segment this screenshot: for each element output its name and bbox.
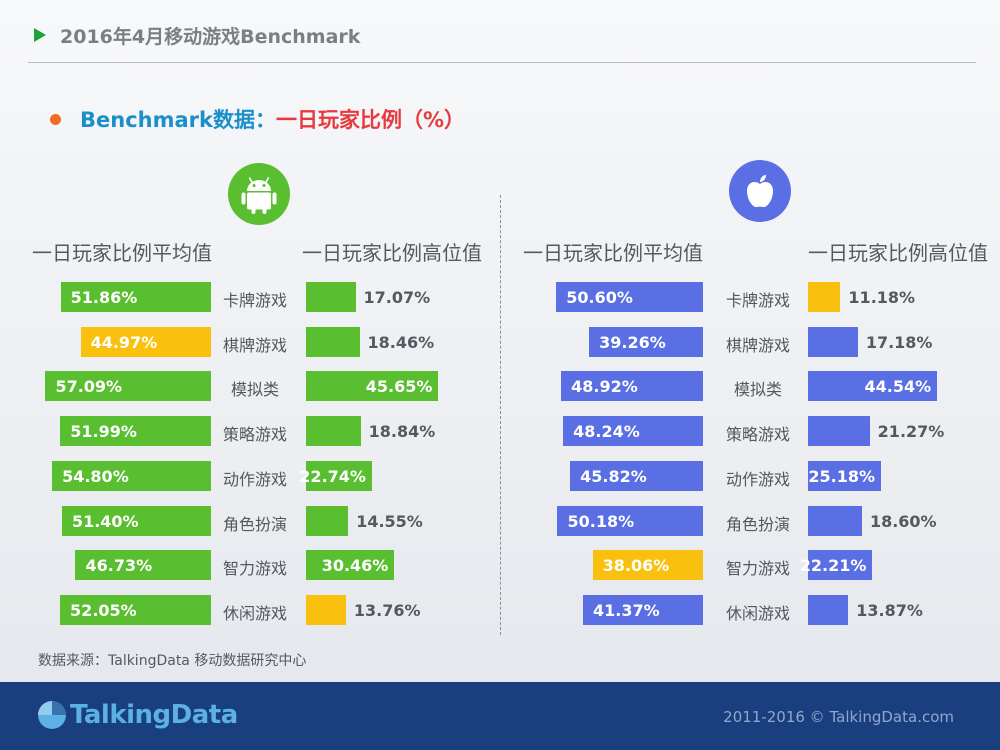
- ios-high-value: 22.21%: [799, 556, 867, 575]
- ios-avg-bar: 48.92%: [561, 371, 703, 401]
- android-high-bar: 22.74%: [299, 461, 372, 491]
- android-category-label: 角色扮演: [222, 515, 287, 534]
- ios-avg-value: 41.37%: [593, 601, 660, 620]
- footer-bar: TalkingData 2011-2016 © TalkingData.com: [0, 682, 1000, 750]
- android-avg-value: 51.99%: [70, 422, 137, 441]
- subtitle-bullet-icon: [50, 114, 61, 125]
- android-category-label: 卡牌游戏: [222, 291, 287, 310]
- android-high-header: 一日玩家比例高位值: [302, 241, 482, 265]
- android-avg-bar: 51.99%: [60, 416, 211, 446]
- ios-high-value: 11.18%: [848, 288, 916, 307]
- section-title-part1: Benchmark数据：: [80, 108, 276, 132]
- section-title: Benchmark数据：一日玩家比例（%）: [80, 104, 465, 134]
- ios-avg-value: 50.18%: [567, 512, 635, 531]
- android-avg-bar: 54.80%: [52, 461, 211, 491]
- android-category-label: 策略游戏: [222, 425, 287, 444]
- android-high-value: 22.74%: [299, 467, 366, 486]
- android-avg-bar: 46.73%: [75, 550, 211, 580]
- ios-avg-value: 45.82%: [580, 467, 647, 486]
- ios-avg-header: 一日玩家比例平均值: [523, 241, 703, 265]
- android-high-bar: 45.65%: [306, 371, 439, 401]
- ios-avg-value: 38.06%: [602, 556, 670, 575]
- ios-avg-value: 48.92%: [571, 377, 638, 396]
- ios-avg-bar: 39.26%: [589, 327, 703, 357]
- ios-category-label: 棋牌游戏: [725, 336, 790, 355]
- ios-high-bar: 44.54%: [808, 371, 938, 401]
- ios-avg-bar: 38.06%: [592, 550, 703, 580]
- android-avg-value: 51.86%: [70, 288, 138, 307]
- android-category-label: 动作游戏: [222, 470, 287, 489]
- android-avg-value: 51.40%: [71, 512, 139, 531]
- ios-high-header: 一日玩家比例高位值: [808, 241, 988, 265]
- ios-category-label: 智力游戏: [725, 559, 790, 578]
- android-high-value: 30.46%: [321, 556, 389, 575]
- platform-divider: [500, 195, 501, 635]
- android-category-label: 棋牌游戏: [222, 336, 287, 355]
- talkingdata-logo-text: TalkingData: [70, 700, 238, 730]
- ios-high-bar: 22.21%: [800, 550, 873, 580]
- android-icon: [228, 163, 290, 225]
- ios-high-value: 44.54%: [864, 377, 932, 396]
- header-arrow-icon: [34, 28, 46, 42]
- ios-high-value: 25.18%: [808, 467, 876, 486]
- ios-high-bar: [808, 327, 858, 357]
- android-high-bar: [306, 506, 349, 536]
- android-avg-bar: 51.86%: [60, 282, 211, 312]
- android-high-bar: [306, 416, 361, 446]
- android-high-value: 18.46%: [367, 333, 435, 352]
- section-title-part2: 一日玩家比例（%）: [275, 108, 466, 132]
- ios-high-bar: [808, 416, 870, 446]
- ios-high-bar: [808, 282, 841, 312]
- android-high-value: 18.84%: [368, 422, 436, 441]
- ios-avg-bar: 50.18%: [557, 506, 703, 536]
- android-high-bar: 30.46%: [306, 550, 395, 580]
- android-avg-bar: 52.05%: [60, 595, 211, 625]
- android-high-value: 17.07%: [363, 288, 431, 307]
- ios-avg-bar: 41.37%: [583, 595, 703, 625]
- ios-category-label: 角色扮演: [725, 515, 790, 534]
- android-category-label: 智力游戏: [222, 559, 287, 578]
- ios-category-label: 休闲游戏: [725, 604, 790, 623]
- android-category-label: 模拟类: [230, 380, 279, 399]
- talkingdata-logo-icon: [36, 699, 68, 735]
- ios-high-value: 21.27%: [877, 422, 945, 441]
- data-source: 数据来源：TalkingData 移动数据研究中心: [38, 653, 307, 669]
- android-avg-bar: 57.09%: [45, 371, 211, 401]
- ios-high-bar: [808, 506, 862, 536]
- ios-high-bar: 25.18%: [808, 461, 882, 491]
- android-high-value: 14.55%: [356, 512, 423, 531]
- ios-category-label: 模拟类: [733, 380, 782, 399]
- apple-icon: [729, 160, 791, 222]
- android-avg-header: 一日玩家比例平均值: [32, 241, 212, 265]
- ios-high-value: 18.60%: [869, 512, 937, 531]
- android-high-value: 45.65%: [365, 377, 433, 396]
- android-avg-bar: 51.40%: [61, 506, 211, 536]
- ios-high-value: 17.18%: [865, 333, 933, 352]
- android-avg-bar: 44.97%: [80, 327, 211, 357]
- ios-avg-bar: 48.24%: [563, 416, 703, 446]
- android-high-bar: [306, 327, 360, 357]
- android-avg-value: 44.97%: [90, 333, 158, 352]
- android-high-bar: [306, 282, 356, 312]
- ios-avg-value: 39.26%: [599, 333, 666, 352]
- android-high-bar: [306, 595, 346, 625]
- ios-avg-value: 50.60%: [566, 288, 633, 307]
- android-high-value: 13.76%: [353, 601, 421, 620]
- ios-avg-bar: 45.82%: [570, 461, 703, 491]
- ios-avg-bar: 50.60%: [556, 282, 703, 312]
- android-avg-value: 46.73%: [85, 556, 153, 575]
- ios-category-label: 策略游戏: [725, 425, 790, 444]
- ios-avg-value: 48.24%: [573, 422, 640, 441]
- copyright: 2011-2016 © TalkingData.com: [723, 708, 954, 726]
- ios-high-bar: [808, 595, 849, 625]
- android-category-label: 休闲游戏: [222, 604, 287, 623]
- android-avg-value: 52.05%: [70, 601, 137, 620]
- page-title: 2016年4月移动游戏Benchmark: [60, 26, 361, 48]
- header-divider: [28, 62, 976, 63]
- ios-category-label: 动作游戏: [725, 470, 790, 489]
- android-avg-value: 54.80%: [62, 467, 129, 486]
- ios-category-label: 卡牌游戏: [725, 291, 790, 310]
- ios-high-value: 13.87%: [856, 601, 923, 620]
- android-avg-value: 57.09%: [55, 377, 123, 396]
